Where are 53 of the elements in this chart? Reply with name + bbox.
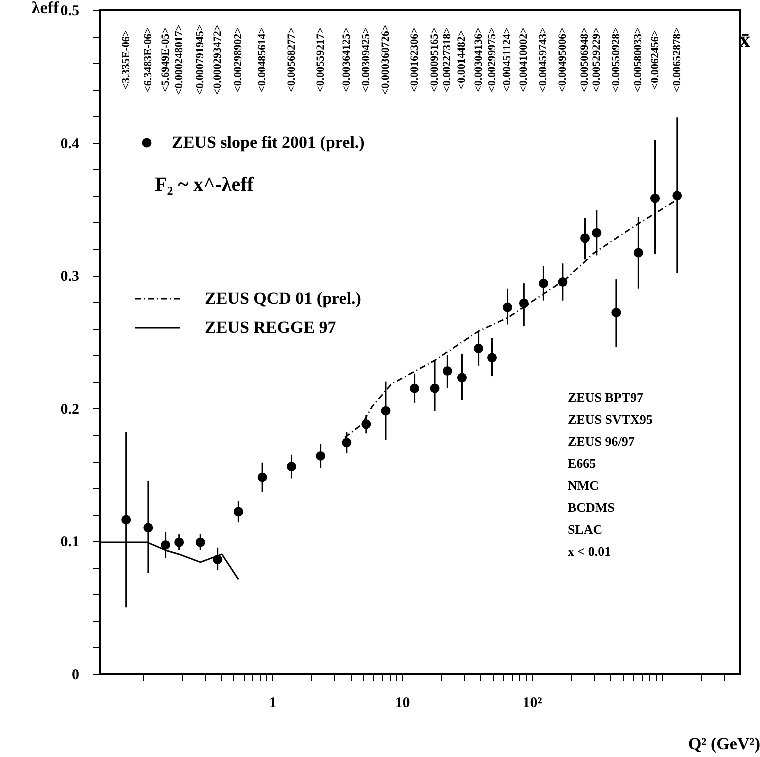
annotation: <0.00506948> bbox=[579, 28, 592, 92]
y-tick-label: 0.5 bbox=[60, 4, 80, 20]
legend-label: ZEUS REGGE 97 bbox=[205, 318, 337, 337]
annotation: <0.00559217> bbox=[314, 28, 327, 92]
annotation: <0.00529229> bbox=[590, 28, 603, 92]
annotation: <0.00364125> bbox=[340, 28, 353, 92]
annotation: E665 bbox=[568, 456, 597, 471]
x-tick-label: 1 bbox=[269, 696, 277, 712]
annotation: <0.00550928> bbox=[610, 28, 622, 92]
annotation: <0.00227318> bbox=[442, 28, 454, 92]
annotation: <0.0062456> bbox=[649, 30, 662, 90]
annotation: <0.00459743> bbox=[538, 28, 550, 92]
annotation: <0.00304136> bbox=[472, 28, 485, 92]
annotation: <0.00580033> bbox=[632, 28, 645, 92]
annotation: ZEUS SVTX95 bbox=[568, 412, 654, 427]
annotation: <0.000248017> bbox=[173, 24, 186, 96]
annotation: F₂ ~ x^-λeff bbox=[155, 174, 254, 196]
legend-label: ZEUS slope fit 2001 (prel.) bbox=[172, 133, 365, 152]
x-tick-label: 10 bbox=[395, 696, 410, 712]
legend-label: ZEUS QCD 01 (prel.) bbox=[205, 289, 362, 308]
annotation: <6.3483E-06> bbox=[142, 28, 154, 92]
annotation: <0.00299975> bbox=[486, 28, 498, 92]
y-tick-label: 0.2 bbox=[60, 402, 80, 418]
annotation: <0.00568277> bbox=[286, 28, 298, 92]
annotation: <0.0014482> bbox=[456, 30, 468, 90]
annotation: <0.00095165> bbox=[429, 28, 442, 92]
annotation: <0.000360726> bbox=[380, 24, 392, 96]
annotation: NMC bbox=[568, 478, 600, 493]
annotation: <0.00298902> bbox=[232, 28, 245, 92]
x-axis-title: Q² (GeV²) bbox=[688, 734, 760, 754]
annotation: x̄ bbox=[740, 27, 750, 52]
annotation: <0.00309425> bbox=[360, 28, 372, 92]
y-tick-label: 0.1 bbox=[60, 534, 80, 551]
y-tick-label: 0.3 bbox=[60, 269, 80, 286]
annotation: <5.6949E-05> bbox=[160, 28, 172, 92]
annotation: <0.000293472> bbox=[212, 24, 224, 96]
annotation: SLAC bbox=[568, 522, 603, 537]
annotation: <0.00652878> bbox=[671, 28, 684, 92]
annotation: x < 0.01 bbox=[568, 544, 612, 559]
annotation: <0.00495006> bbox=[556, 28, 569, 92]
annotation: <0.00410002> bbox=[518, 28, 530, 92]
annotation: BCDMS bbox=[568, 500, 615, 515]
annotation: ZEUS 96/97 bbox=[568, 434, 636, 449]
annotation: <0.00451124> bbox=[502, 28, 514, 92]
y-tick-label: 0.4 bbox=[60, 136, 80, 152]
x-tick-label: 10² bbox=[522, 696, 543, 712]
annotation: <0.00485614> bbox=[256, 28, 269, 92]
y-tick-label: 0 bbox=[72, 668, 80, 684]
annotation: <0.00162306> bbox=[408, 28, 421, 92]
annotation: ZEUS BPT97 bbox=[568, 390, 644, 405]
annotation: <0.000791945> bbox=[194, 24, 207, 96]
annotation: <3.335E-06> bbox=[120, 30, 132, 90]
y-axis-title: λeff bbox=[32, 0, 60, 18]
